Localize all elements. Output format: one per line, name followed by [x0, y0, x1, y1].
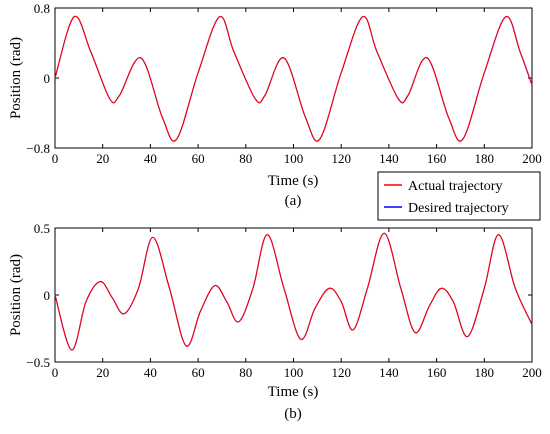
series-line-b-actual-trajectory	[54, 232, 533, 351]
tick-group-a: 0 20 40 60 80 100 120 140 160 180 200−0.800.8	[26, 1, 541, 166]
y-tick-label-a-2: 0.8	[34, 1, 50, 16]
y-axis-label-a: Position (rad)	[8, 37, 24, 119]
x-axis-label-b: Time (s)	[268, 384, 319, 400]
y-tick-label-b-1: 0	[44, 288, 51, 303]
legend-box	[377, 171, 541, 221]
x-tick-label-b-5: 100	[284, 365, 304, 380]
legend-label-actual: Actual trajectory	[408, 179, 502, 194]
y-tick-label-a-1: 0	[44, 71, 51, 86]
x-tick-label-a-9: 180	[475, 151, 495, 166]
y-tick-label-b-2: 0.5	[34, 221, 50, 236]
y-tick-label-b-0: −0.5	[26, 355, 50, 370]
x-tick-label-b-10: 200	[522, 365, 542, 380]
x-tick-label-b-9: 180	[475, 365, 495, 380]
panel-a: 0 20 40 60 80 100 120 140 160 180 200−0.800.8 Time…	[8, 1, 542, 209]
y-axis-label-b: Position (rad)	[8, 254, 24, 336]
x-tick-label-b-2: 40	[144, 365, 157, 380]
caption-b: (b)	[284, 406, 302, 422]
legend-label-desired: Desired trajectory	[408, 201, 509, 216]
y-tick-label-a-0: −0.8	[26, 141, 50, 156]
x-tick-label-b-6: 120	[331, 365, 351, 380]
x-tick-label-a-6: 120	[331, 151, 351, 166]
series-line-a-actual-trajectory	[54, 15, 533, 142]
x-tick-label-b-0: 0	[52, 365, 59, 380]
panel-b: 0 20 40 60 80 100 120 140 160 180 200−0.500.5 Time…	[8, 221, 542, 422]
x-tick-label-b-8: 160	[427, 365, 447, 380]
x-tick-label-b-1: 20	[96, 365, 109, 380]
x-tick-label-a-4: 80	[239, 151, 252, 166]
x-tick-label-b-3: 60	[192, 365, 205, 380]
x-tick-label-a-10: 200	[522, 151, 542, 166]
x-tick-label-b-7: 140	[379, 365, 399, 380]
x-tick-label-a-7: 140	[379, 151, 399, 166]
series-group-b	[54, 232, 533, 351]
x-tick-label-b-4: 80	[239, 365, 252, 380]
legend: Actual trajectory Desired trajectory	[377, 171, 541, 221]
x-tick-label-a-5: 100	[284, 151, 304, 166]
x-tick-label-a-2: 40	[144, 151, 157, 166]
x-axis-label-a: Time (s)	[268, 173, 319, 189]
series-group-a	[54, 15, 533, 142]
tick-group-b: 0 20 40 60 80 100 120 140 160 180 200−0.500.5	[26, 221, 541, 380]
x-tick-label-a-1: 20	[96, 151, 109, 166]
x-tick-label-a-3: 60	[192, 151, 205, 166]
x-tick-label-a-8: 160	[427, 151, 447, 166]
caption-a: (a)	[285, 193, 302, 209]
x-tick-label-a-0: 0	[52, 151, 59, 166]
